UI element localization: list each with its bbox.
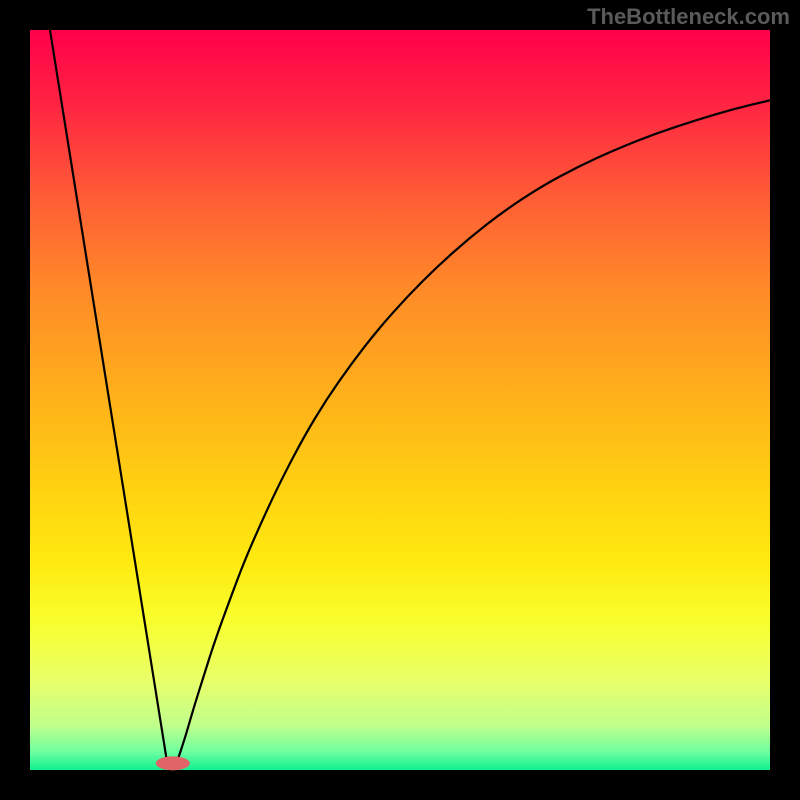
watermark-text: TheBottleneck.com <box>587 4 790 30</box>
chart-container: TheBottleneck.com <box>0 0 800 800</box>
plot-background <box>30 30 770 770</box>
optimal-marker <box>156 756 190 770</box>
bottleneck-chart <box>0 0 800 800</box>
